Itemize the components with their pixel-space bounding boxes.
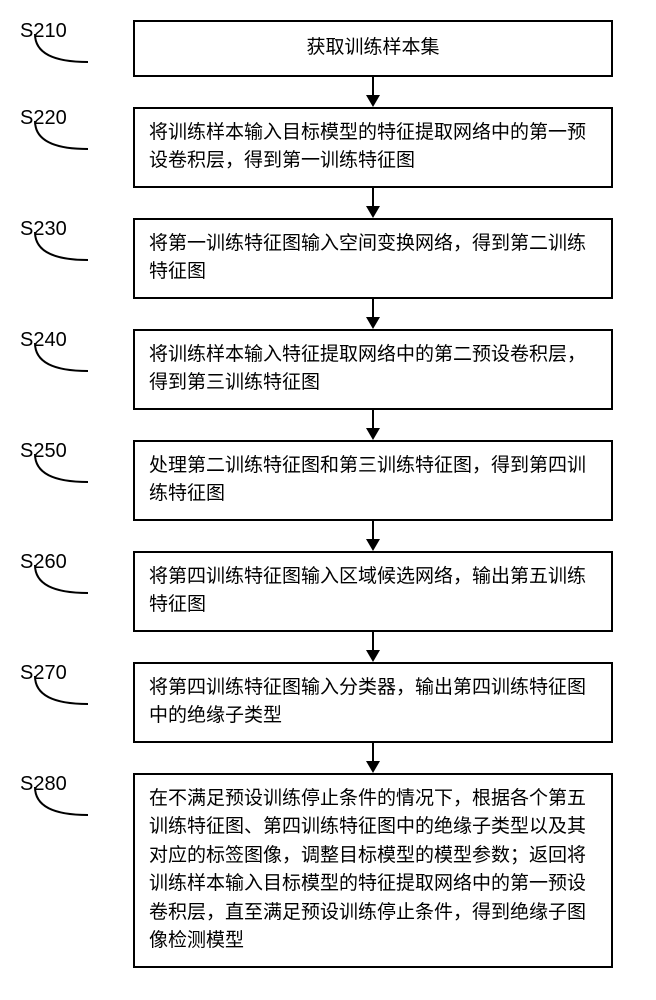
- step-row-s250: S250 处理第二训练特征图和第三训练特征图，得到第四训练特征图: [20, 440, 636, 551]
- step-row-s260: S260 将第四训练特征图输入区域候选网络，输出第五训练特征图: [20, 551, 636, 662]
- step-row-s280: S280 在不满足预设训练停止条件的情况下，根据各个第五训练特征图、第四训练特征…: [20, 773, 636, 968]
- arrow-down-icon: [366, 743, 380, 773]
- step-row-s210: S210 获取训练样本集: [20, 20, 636, 107]
- step-label-s260: S260: [20, 551, 110, 574]
- step-label-s250: S250: [20, 440, 110, 463]
- step-box-s240: 将训练样本输入特征提取网络中的第二预设卷积层，得到第三训练特征图: [133, 329, 613, 410]
- arrow-down-icon: [366, 299, 380, 329]
- step-row-s230: S230 将第一训练特征图输入空间变换网络，得到第二训练特征图: [20, 218, 636, 329]
- step-row-s220: S220 将训练样本输入目标模型的特征提取网络中的第一预设卷积层，得到第一训练特…: [20, 107, 636, 218]
- step-box-s260: 将第四训练特征图输入区域候选网络，输出第五训练特征图: [133, 551, 613, 632]
- arrow-down-icon: [366, 77, 380, 107]
- arrow-down-icon: [366, 632, 380, 662]
- step-label-s210: S210: [20, 20, 110, 43]
- step-row-s270: S270 将第四训练特征图输入分类器，输出第四训练特征图中的绝缘子类型: [20, 662, 636, 773]
- step-box-s280: 在不满足预设训练停止条件的情况下，根据各个第五训练特征图、第四训练特征图中的绝缘…: [133, 773, 613, 968]
- step-row-s240: S240 将训练样本输入特征提取网络中的第二预设卷积层，得到第三训练特征图: [20, 329, 636, 440]
- step-label-s270: S270: [20, 662, 110, 685]
- arrow-down-icon: [366, 410, 380, 440]
- step-box-s210: 获取训练样本集: [133, 20, 613, 77]
- step-box-s270: 将第四训练特征图输入分类器，输出第四训练特征图中的绝缘子类型: [133, 662, 613, 743]
- step-box-s250: 处理第二训练特征图和第三训练特征图，得到第四训练特征图: [133, 440, 613, 521]
- arrow-down-icon: [366, 188, 380, 218]
- step-box-s230: 将第一训练特征图输入空间变换网络，得到第二训练特征图: [133, 218, 613, 299]
- step-label-s280: S280: [20, 773, 110, 796]
- step-label-s240: S240: [20, 329, 110, 352]
- flowchart-container: S210 获取训练样本集 S220 将训练样本输入目标模型的特征提取网络中的第一…: [20, 20, 636, 968]
- step-box-s220: 将训练样本输入目标模型的特征提取网络中的第一预设卷积层，得到第一训练特征图: [133, 107, 613, 188]
- arrow-down-icon: [366, 521, 380, 551]
- step-label-s230: S230: [20, 218, 110, 241]
- step-label-s220: S220: [20, 107, 110, 130]
